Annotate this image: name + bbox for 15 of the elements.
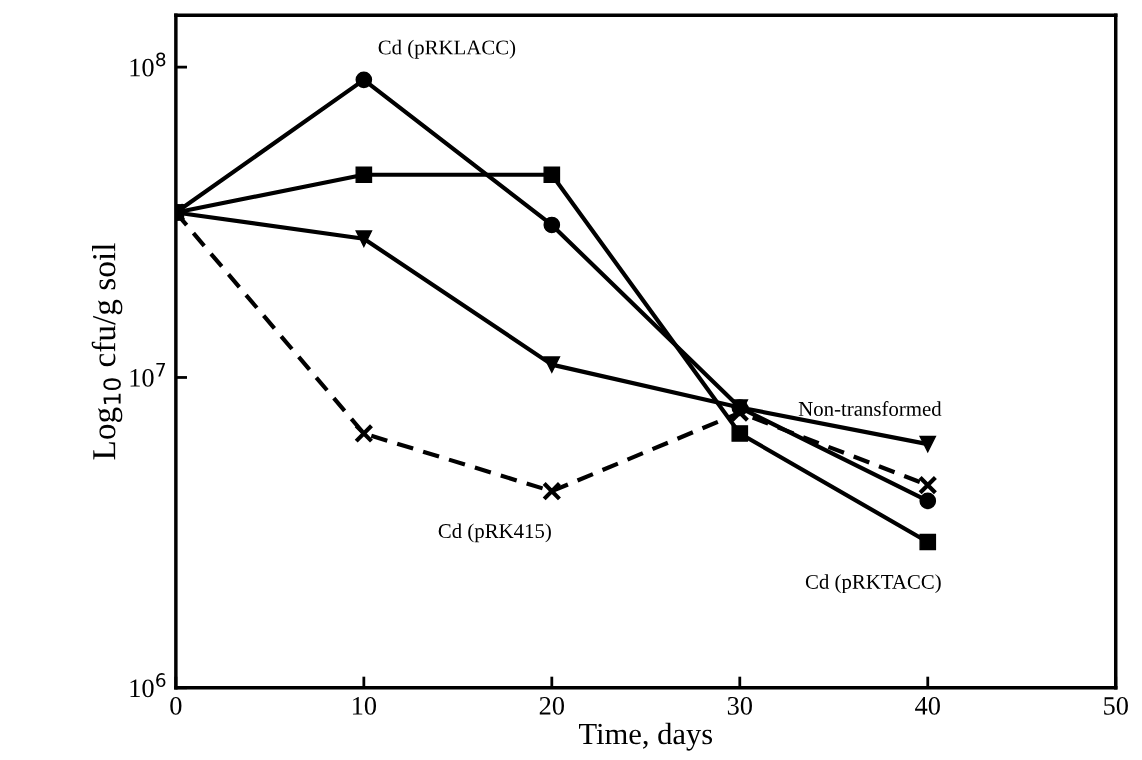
annotation: Cd (pRKTACC) xyxy=(805,574,941,594)
x-tick-label: 30 xyxy=(727,696,752,715)
y-tick-label: 10$^{7}$ xyxy=(130,362,166,387)
x-tick-label: 10 xyxy=(352,696,377,715)
annotation: Cd (pRK415) xyxy=(438,523,551,543)
y-tick-label: 10$^{6}$ xyxy=(130,673,166,698)
x-tick-label: 20 xyxy=(539,696,564,715)
x-axis-title: Time, days xyxy=(579,722,713,751)
y-tick-label: 10$^{8}$ xyxy=(130,52,166,77)
x-tick-label: 0 xyxy=(170,696,182,715)
annotation: Cd (pRKLACC) xyxy=(378,39,516,59)
annotation: Non-transformed xyxy=(798,401,942,416)
x-tick-label: 50 xyxy=(1104,696,1128,715)
x-tick-label: 40 xyxy=(915,696,940,715)
y-axis-title: Log$_{10}$ cfu/g soil xyxy=(91,243,123,460)
